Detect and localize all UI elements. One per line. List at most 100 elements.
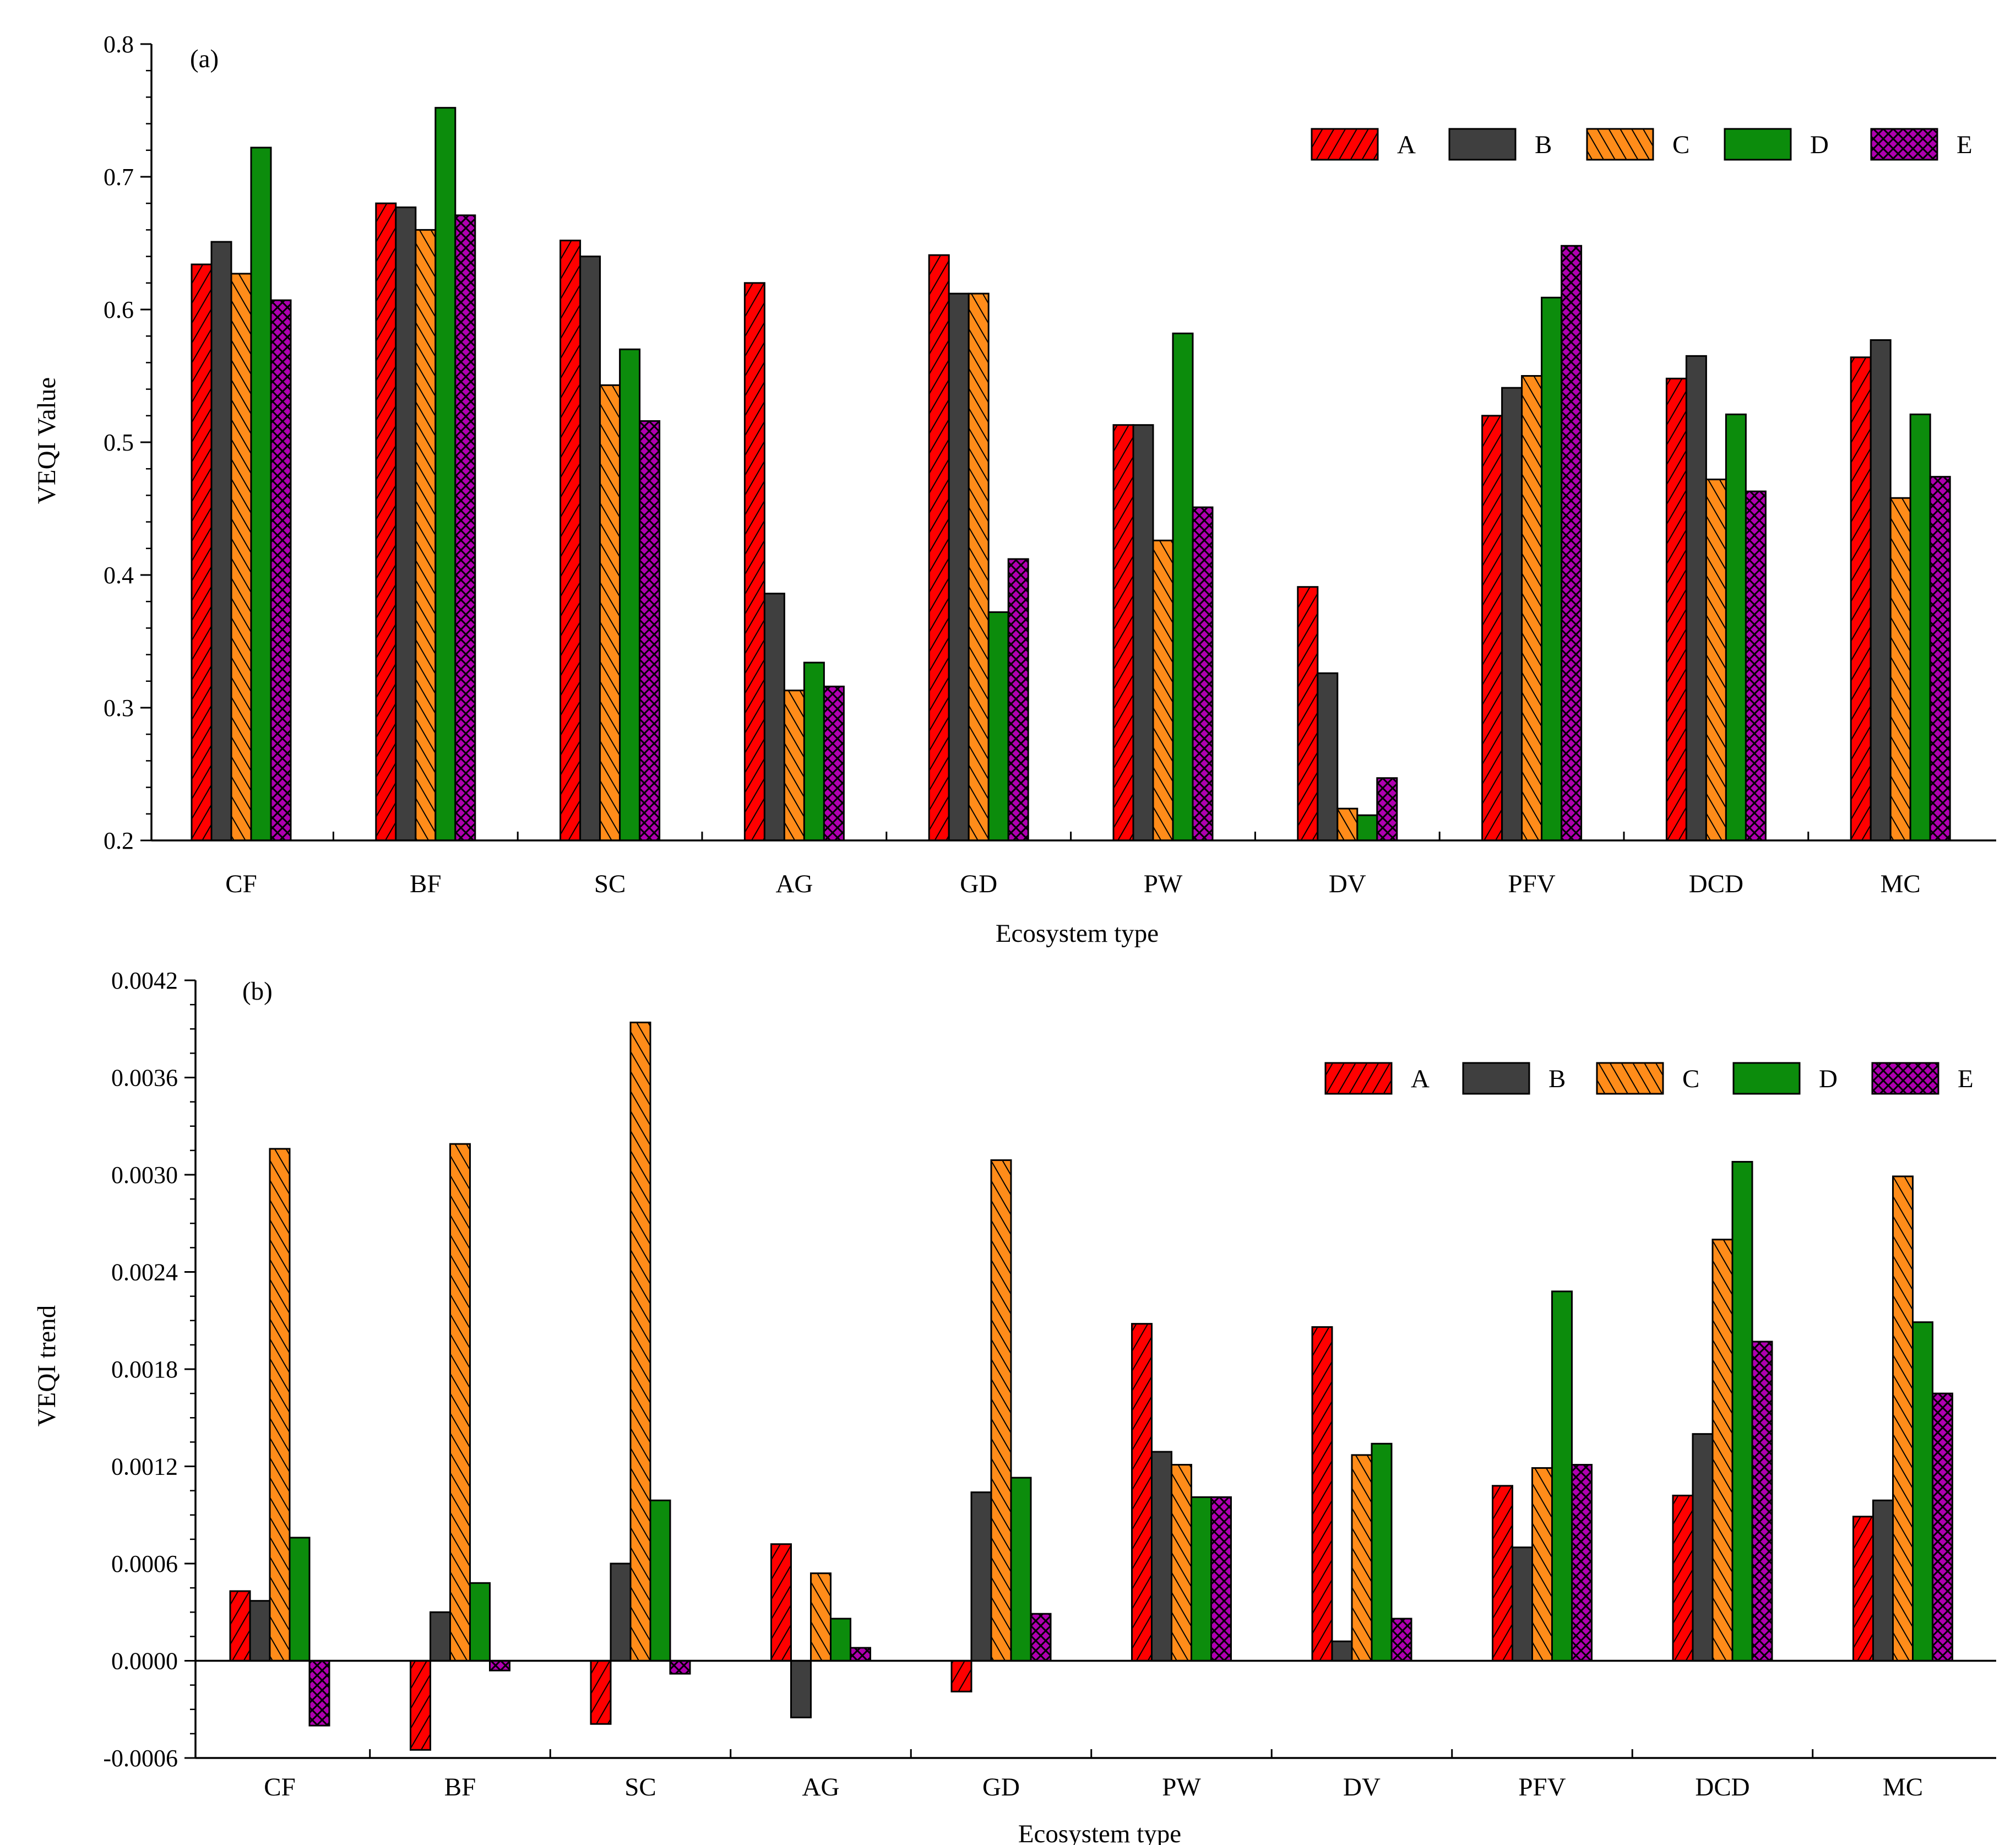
x-tick-label: GD bbox=[960, 870, 997, 898]
bar-CF-E bbox=[308, 1660, 330, 1727]
x-tick-label: PFV bbox=[1508, 870, 1555, 898]
x-axis-ticks-b: CF BF SC AG GD PW DV PFV DCD MC bbox=[264, 1749, 1923, 1801]
bar-PFV-E bbox=[1571, 1464, 1593, 1662]
bar-DV-D bbox=[1371, 1442, 1393, 1662]
axes-a bbox=[150, 44, 1996, 842]
legend-swatch-D bbox=[1732, 1062, 1801, 1095]
bar-PFV-B bbox=[1501, 387, 1523, 842]
y-tick-label: 0.0018 bbox=[111, 1356, 178, 1383]
bar-PW-E bbox=[1210, 1496, 1232, 1662]
bar-DCD-D bbox=[1725, 413, 1747, 842]
y-axis-ticks-b: -0.0006 0.0000 0.0006 0.0012 0.0018 0.0024 0.0… bbox=[103, 967, 195, 1772]
y-tick-label: 0.4 bbox=[104, 562, 134, 589]
legend-label-E: E bbox=[1958, 1065, 1974, 1093]
bar-CF-A bbox=[191, 263, 213, 842]
bar-BF-C bbox=[415, 229, 437, 842]
bar-GD-A bbox=[950, 1660, 972, 1692]
bar-PFV-D bbox=[1551, 1290, 1573, 1662]
bar-SC-B bbox=[610, 1562, 632, 1662]
bar-SC-E bbox=[669, 1660, 691, 1675]
bar-SC-D bbox=[649, 1499, 671, 1662]
legend-swatch-C bbox=[1596, 1062, 1664, 1095]
bar-DV-D bbox=[1356, 814, 1378, 842]
bar-BF-D bbox=[469, 1582, 491, 1662]
bar-DV-E bbox=[1390, 1618, 1412, 1662]
bar-PW-E bbox=[1192, 506, 1214, 842]
legend-label-D: D bbox=[1810, 131, 1829, 159]
legend-swatch-E bbox=[1871, 1062, 1939, 1095]
bar-GD-D bbox=[1010, 1477, 1032, 1662]
y-tick-label: 0.0012 bbox=[111, 1453, 178, 1480]
bar-MC-B bbox=[1872, 1499, 1894, 1662]
legend-swatch-A bbox=[1324, 1062, 1393, 1095]
bar-PW-B bbox=[1132, 424, 1154, 842]
bar-AG-D bbox=[803, 661, 825, 842]
bar-CF-B bbox=[210, 241, 232, 842]
x-tick-label: DV bbox=[1329, 870, 1366, 898]
bar-DV-B bbox=[1317, 672, 1339, 842]
x-tick-label: DCD bbox=[1695, 1773, 1749, 1801]
bar-DV-C bbox=[1336, 807, 1359, 842]
bar-BF-A bbox=[410, 1660, 431, 1751]
bar-AG-C bbox=[783, 690, 805, 842]
bar-PW-B bbox=[1151, 1451, 1172, 1662]
x-tick-label: PW bbox=[1144, 870, 1183, 898]
bar-CF-D bbox=[289, 1537, 311, 1662]
bar-SC-E bbox=[639, 420, 661, 842]
bar-BF-B bbox=[430, 1611, 451, 1662]
bar-GD-C bbox=[968, 292, 990, 842]
bar-PFV-B bbox=[1512, 1546, 1533, 1662]
bar-AG-E bbox=[850, 1647, 871, 1662]
bar-BF-E bbox=[489, 1660, 510, 1672]
bar-CF-A bbox=[229, 1590, 251, 1662]
bar-AG-B bbox=[790, 1660, 812, 1718]
bar-DCD-A bbox=[1672, 1494, 1694, 1662]
bar-DCD-E bbox=[1751, 1341, 1773, 1662]
x-tick-label: GD bbox=[982, 1773, 1020, 1801]
bar-PFV-C bbox=[1531, 1467, 1553, 1662]
bar-CF-C bbox=[230, 273, 252, 842]
legend-b: A B C D E bbox=[1324, 1062, 1974, 1095]
y-tick-label: 0.0024 bbox=[111, 1259, 178, 1286]
axes-b bbox=[194, 980, 1996, 1759]
bar-CF-D bbox=[250, 146, 272, 842]
bar-MC-E bbox=[1932, 1392, 1953, 1662]
y-tick-label: 0.0000 bbox=[111, 1648, 178, 1675]
bar-MC-C bbox=[1889, 497, 1911, 842]
bar-SC-D bbox=[619, 348, 641, 842]
bar-SC-A bbox=[590, 1660, 612, 1725]
panel-label-a: (a) bbox=[190, 45, 219, 73]
x-tick-label: AG bbox=[775, 870, 813, 898]
bar-MC-E bbox=[1929, 476, 1951, 842]
y-tick-label: 0.2 bbox=[104, 827, 134, 854]
bar-GD-E bbox=[1007, 558, 1029, 842]
bar-PW-A bbox=[1112, 424, 1134, 842]
legend-swatch-E bbox=[1870, 128, 1938, 161]
y-axis-title-a: VEQI Value bbox=[32, 377, 61, 504]
bar-AG-A bbox=[770, 1543, 792, 1662]
y-tick-label: 0.0036 bbox=[111, 1065, 178, 1092]
legend-swatch-B bbox=[1448, 128, 1517, 161]
bar-AG-C bbox=[810, 1572, 832, 1662]
x-tick-label: DV bbox=[1343, 1773, 1381, 1801]
x-tick-label: PW bbox=[1162, 1773, 1201, 1801]
bar-DV-C bbox=[1351, 1454, 1373, 1662]
bar-BF-E bbox=[454, 214, 476, 842]
bar-GD-B bbox=[970, 1491, 992, 1662]
bar-AG-E bbox=[823, 685, 845, 842]
x-tick-label: SC bbox=[594, 870, 626, 898]
bar-MC-D bbox=[1909, 413, 1931, 842]
legend-label-C: C bbox=[1672, 131, 1689, 159]
bar-GD-E bbox=[1030, 1613, 1052, 1662]
bar-MC-A bbox=[1850, 356, 1872, 842]
y-tick-label: 0.0006 bbox=[111, 1550, 178, 1577]
x-tick-label: CF bbox=[225, 870, 257, 898]
x-tick-label: CF bbox=[264, 1773, 296, 1801]
bar-SC-C bbox=[599, 384, 621, 842]
bar-DCD-C bbox=[1711, 1239, 1734, 1662]
bar-DV-B bbox=[1331, 1640, 1353, 1662]
panel-label-b: (b) bbox=[242, 977, 273, 1006]
bar-BF-A bbox=[375, 202, 397, 842]
legend-label-A: A bbox=[1397, 131, 1416, 159]
bar-CF-B bbox=[249, 1600, 271, 1662]
